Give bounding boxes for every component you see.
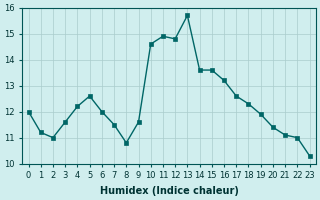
X-axis label: Humidex (Indice chaleur): Humidex (Indice chaleur) xyxy=(100,186,238,196)
